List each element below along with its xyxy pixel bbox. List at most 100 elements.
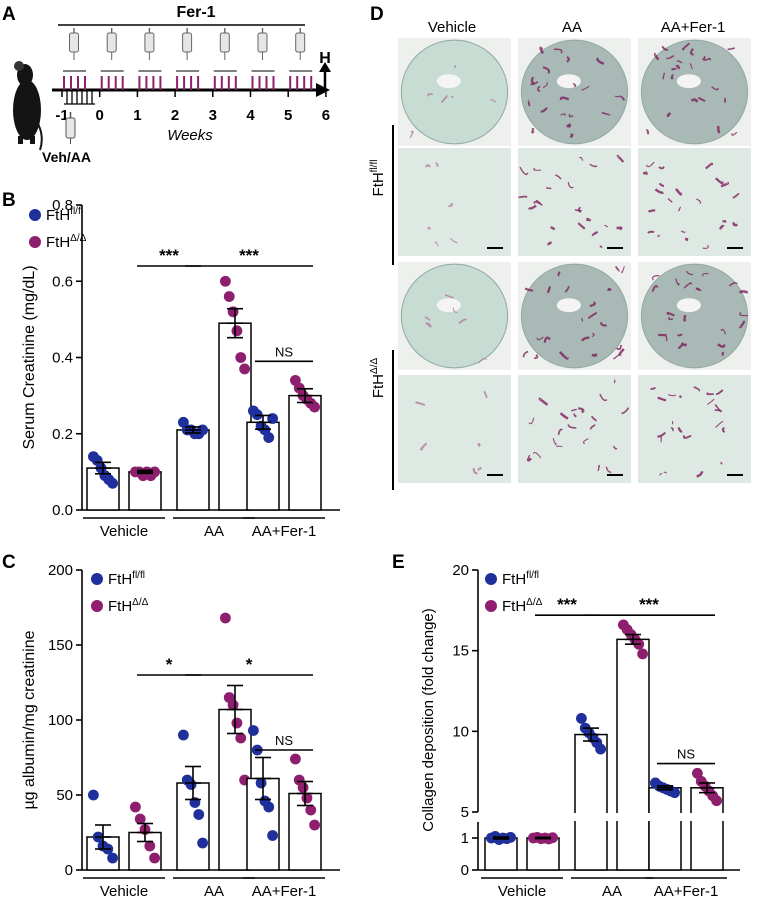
- significance-label: NS: [677, 747, 695, 762]
- collagen-stain: [680, 396, 681, 397]
- legend-label: FtHΔ/Δ: [502, 597, 543, 615]
- legend-marker: [29, 209, 41, 221]
- y-tick-label: 15: [452, 643, 469, 660]
- category-label: AA: [204, 523, 224, 540]
- syringe-icon: [296, 28, 305, 60]
- row-group-label-delta: FtHΔ/Δ: [369, 358, 387, 399]
- data-point: [263, 432, 274, 443]
- tile-background: [398, 148, 511, 256]
- mouse-icon: [13, 61, 42, 150]
- legend-label-sup: fl/fl: [70, 206, 83, 217]
- renal-pelvis: [557, 74, 581, 88]
- category-label: Vehicle: [100, 883, 148, 900]
- injection-label: Veh/AA: [42, 149, 91, 165]
- legend-label: FtHfl/fl: [46, 206, 83, 224]
- collagen-stain: [684, 315, 685, 320]
- data-point: [239, 364, 250, 375]
- treatment-injection-marks: [63, 71, 312, 90]
- y-tick-label: 0.0: [52, 502, 73, 519]
- collagen-stain: [608, 289, 611, 291]
- panel-letter-a: A: [2, 4, 16, 25]
- data-point: [235, 352, 246, 363]
- histology-tile: [638, 148, 751, 256]
- data-point: [220, 276, 231, 287]
- y-tick-label: 100: [48, 712, 73, 729]
- data-point: [197, 838, 208, 849]
- kidney-section: [641, 264, 747, 368]
- legend-marker: [485, 600, 497, 612]
- histology-tile: [398, 262, 511, 370]
- syringe-barrel: [258, 33, 267, 52]
- category-label: AA+Fer-1: [252, 883, 317, 900]
- legend-label-sup: Δ/Δ: [526, 597, 542, 608]
- histology-tile: [638, 38, 751, 146]
- y-tick-label: 200: [48, 562, 73, 579]
- y-tick-label: 1: [461, 830, 469, 847]
- kidney-section: [401, 264, 507, 368]
- syringe-icons: [70, 28, 305, 60]
- bar: [649, 788, 681, 870]
- category-label: AA+Fer-1: [252, 523, 317, 540]
- data-point: [107, 478, 118, 489]
- significance-label: NS: [275, 733, 293, 748]
- renal-pelvis: [557, 298, 581, 312]
- data-point: [290, 754, 301, 765]
- y-tick-label: 50: [56, 787, 73, 804]
- syringe-icon: [258, 28, 267, 60]
- bar: [219, 323, 251, 510]
- bar: [247, 422, 279, 510]
- category-label: Vehicle: [498, 883, 546, 900]
- data-point: [186, 779, 197, 790]
- collagen-stain: [678, 334, 682, 335]
- y-tick-label: 150: [48, 637, 73, 654]
- timeline-tick-label: 5: [284, 107, 292, 124]
- data-point: [263, 802, 274, 813]
- data-point: [267, 830, 278, 841]
- endpoint-label: H: [319, 50, 331, 67]
- legend-label-base: FtH: [108, 598, 132, 615]
- timeline-tick-label: 3: [209, 107, 217, 124]
- data-point: [130, 802, 141, 813]
- collagen-stain: [518, 197, 526, 198]
- collagen-stain: [567, 125, 570, 127]
- tile-background: [638, 148, 751, 256]
- tile-background: [398, 375, 511, 483]
- histology-tile: [518, 38, 631, 146]
- significance-label: *: [246, 655, 253, 674]
- timeline-tick-label: 6: [322, 107, 330, 124]
- aa-injection-marks: [64, 90, 95, 104]
- histology-tile: [398, 38, 511, 146]
- legend-label-base: FtH: [108, 571, 132, 588]
- collagen-stain: [718, 126, 719, 132]
- y-axis-label: µg albumin/mg creatinine: [21, 630, 38, 809]
- data-point: [711, 795, 722, 806]
- data-point: [232, 718, 243, 729]
- syringe-icon: [107, 28, 116, 60]
- histology-tile: [398, 148, 511, 256]
- bar: [575, 735, 607, 870]
- histology-tile: [518, 148, 631, 256]
- collagen-stain: [672, 75, 673, 79]
- legend-label: FtHfl/fl: [108, 570, 145, 588]
- collagen-stain: [740, 291, 748, 292]
- kidney-section: [641, 40, 747, 144]
- histology-tile: [638, 262, 751, 370]
- panel-letter-e: E: [392, 552, 405, 573]
- bar: [617, 639, 649, 870]
- histology-tile: [518, 375, 631, 483]
- syringe-icon: [220, 28, 229, 60]
- bar: [177, 430, 209, 510]
- column-label-aa-fer1: AA+Fer-1: [661, 19, 726, 36]
- renal-pelvis: [677, 74, 701, 88]
- bar-break-gap: [615, 813, 651, 821]
- syringe-barrel: [220, 33, 229, 52]
- y-tick-label: 20: [452, 562, 469, 579]
- collagen-stain: [546, 188, 551, 189]
- significance-label: *: [166, 655, 173, 674]
- panel-letter-b: B: [2, 190, 16, 211]
- collagen-stain: [570, 135, 572, 138]
